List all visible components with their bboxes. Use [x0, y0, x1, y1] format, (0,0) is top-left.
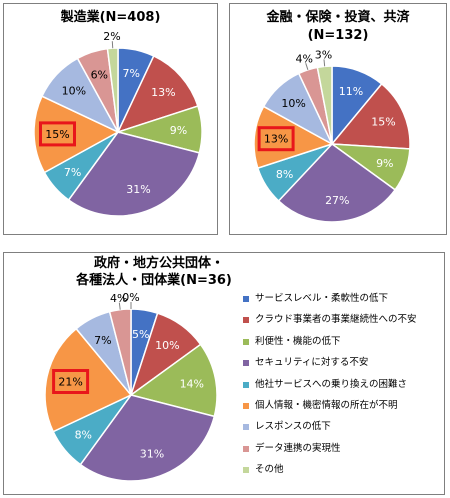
legend-item: サービスレベル・柔軟性の低下	[243, 293, 443, 314]
data-label: 13%	[151, 86, 175, 99]
pie-slice	[129, 343, 218, 418]
chart-panel-government: 政府・地方公共団体・ 各種法人・団体業(N=36) 5% 10% 14% 31% 8% 2…	[3, 252, 445, 495]
highlight-box	[257, 126, 295, 152]
legend-item: データ連携の実現性	[243, 443, 443, 464]
data-label: 6%	[91, 69, 108, 82]
highlight-box	[52, 369, 90, 394]
data-label: 7%	[94, 334, 111, 347]
pie-chart-finance: 11% 15% 9% 27% 8% 13% 10% 4% 3%	[253, 48, 411, 223]
chart-panel-finance: 金融・保険・投資、共済 (N=132) 11% 15% 9% 27% 8% 13% 10% 4…	[229, 3, 447, 235]
legend-swatch	[243, 445, 249, 452]
legend-item: 利便性・機能の低下	[243, 336, 443, 357]
data-label: 0%	[122, 291, 139, 304]
data-label: 15%	[371, 116, 395, 129]
legend-swatch	[243, 467, 249, 474]
data-label: 10%	[62, 85, 86, 98]
legend-item: クラウド事業者の事業継続性への不安	[243, 314, 443, 335]
legend-label: 利便性・機能の低下	[255, 335, 341, 347]
legend-item: レスポンスの低下	[243, 421, 443, 442]
data-label: 7%	[64, 166, 81, 179]
chart-panel-manufacturing: 製造業(N=408) 7% 13% 9% 31% 7% 15% 10% 6% 2%	[3, 3, 218, 235]
pie-slice	[116, 54, 199, 134]
data-label: 14%	[180, 377, 204, 390]
legend-swatch	[243, 381, 249, 388]
leader-line	[118, 302, 121, 310]
legend-label: レスポンスの低下	[255, 421, 331, 433]
legend-label: 個人情報・機密情報の所在が不明	[255, 399, 398, 411]
pie-slice	[330, 82, 411, 150]
data-label: 4%	[295, 52, 312, 65]
data-label: 31%	[126, 183, 150, 196]
legend-label: データ連携の実現性	[255, 442, 341, 454]
legend-item: 他社サービスへの乗り換えの困難さ	[243, 379, 443, 400]
chart-title: 製造業(N=408)	[60, 10, 161, 25]
pie-chart-government: 5% 10% 14% 31% 8% 21% 7% 4%0%	[44, 291, 218, 482]
legend-swatch	[243, 338, 249, 345]
legend-item: 個人情報・機密情報の所在が不明	[243, 400, 443, 421]
data-label: 2%	[103, 30, 120, 43]
legend-swatch	[243, 402, 249, 409]
data-label: 8%	[276, 168, 293, 181]
data-label: 3%	[315, 48, 332, 61]
data-label: 4%	[110, 292, 127, 305]
chart-title-line1: 金融・保険・投資、共済	[266, 10, 410, 25]
legend-swatch	[243, 360, 249, 367]
leader-line	[305, 63, 309, 70]
data-label: 11%	[339, 85, 363, 98]
data-label: 13%	[264, 133, 288, 146]
legend-swatch	[243, 424, 249, 431]
data-label: 9%	[376, 157, 393, 170]
legend-label: セキュリティに対する不安	[255, 357, 369, 369]
legend-label: クラウド事業者の事業継続性への不安	[255, 314, 417, 326]
data-label: 27%	[325, 194, 349, 207]
legend-item: セキュリティに対する不安	[243, 357, 443, 378]
data-label: 5%	[132, 328, 149, 341]
pie-slice	[277, 143, 397, 223]
data-label: 7%	[122, 67, 139, 80]
pie-slice	[33, 95, 120, 174]
legend-item: その他	[243, 464, 443, 485]
legend-swatch	[243, 317, 249, 324]
data-label: 21%	[58, 376, 82, 389]
highlight-box	[39, 121, 76, 147]
pie-slice	[79, 394, 216, 482]
data-label: 10%	[155, 339, 179, 352]
chart-title-line2: 各種法人・団体業(N=36)	[76, 273, 232, 288]
leader-line	[323, 59, 326, 67]
pie-chart-manufacturing: 7% 13% 9% 31% 7% 15% 10% 6% 2%	[33, 30, 203, 217]
chart-legend: サービスレベル・柔軟性の低下 クラウド事業者の事業継続性への不安 利便性・機能の…	[243, 293, 443, 486]
chart-title-line2: (N=132)	[307, 28, 369, 43]
legend-label: その他	[255, 464, 284, 476]
data-label: 10%	[281, 97, 305, 110]
legend-swatch	[243, 296, 249, 302]
chart-title-line1: 政府・地方公共団体・	[93, 256, 224, 271]
legend-label: サービスレベル・柔軟性の低下	[255, 293, 389, 304]
pie-slice	[67, 131, 201, 217]
data-label: 8%	[75, 429, 92, 442]
data-label: 31%	[140, 447, 164, 460]
data-label: 9%	[170, 124, 187, 137]
legend-label: 他社サービスへの乗り換えの困難さ	[255, 378, 408, 390]
data-label: 15%	[45, 128, 69, 141]
